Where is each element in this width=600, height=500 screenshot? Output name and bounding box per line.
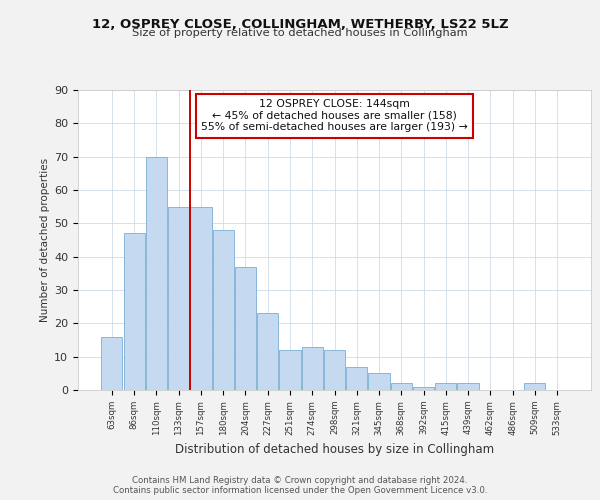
Text: Contains HM Land Registry data © Crown copyright and database right 2024.: Contains HM Land Registry data © Crown c… bbox=[132, 476, 468, 485]
Bar bbox=[124, 234, 145, 390]
Text: Contains public sector information licensed under the Open Government Licence v3: Contains public sector information licen… bbox=[113, 486, 487, 495]
Bar bbox=[435, 384, 457, 390]
Bar bbox=[146, 156, 167, 390]
Bar bbox=[190, 206, 212, 390]
Y-axis label: Number of detached properties: Number of detached properties bbox=[40, 158, 50, 322]
Bar bbox=[368, 374, 389, 390]
Bar bbox=[413, 386, 434, 390]
Text: 12, OSPREY CLOSE, COLLINGHAM, WETHERBY, LS22 5LZ: 12, OSPREY CLOSE, COLLINGHAM, WETHERBY, … bbox=[92, 18, 508, 30]
Bar bbox=[324, 350, 345, 390]
Bar bbox=[346, 366, 367, 390]
Text: 12 OSPREY CLOSE: 144sqm
← 45% of detached houses are smaller (158)
55% of semi-d: 12 OSPREY CLOSE: 144sqm ← 45% of detache… bbox=[201, 99, 468, 132]
Bar bbox=[280, 350, 301, 390]
Bar bbox=[302, 346, 323, 390]
Bar bbox=[235, 266, 256, 390]
Bar bbox=[212, 230, 234, 390]
Text: Size of property relative to detached houses in Collingham: Size of property relative to detached ho… bbox=[132, 28, 468, 38]
Bar bbox=[168, 206, 189, 390]
Bar bbox=[524, 384, 545, 390]
X-axis label: Distribution of detached houses by size in Collingham: Distribution of detached houses by size … bbox=[175, 443, 494, 456]
Bar bbox=[257, 314, 278, 390]
Bar bbox=[101, 336, 122, 390]
Bar bbox=[391, 384, 412, 390]
Bar bbox=[457, 384, 479, 390]
